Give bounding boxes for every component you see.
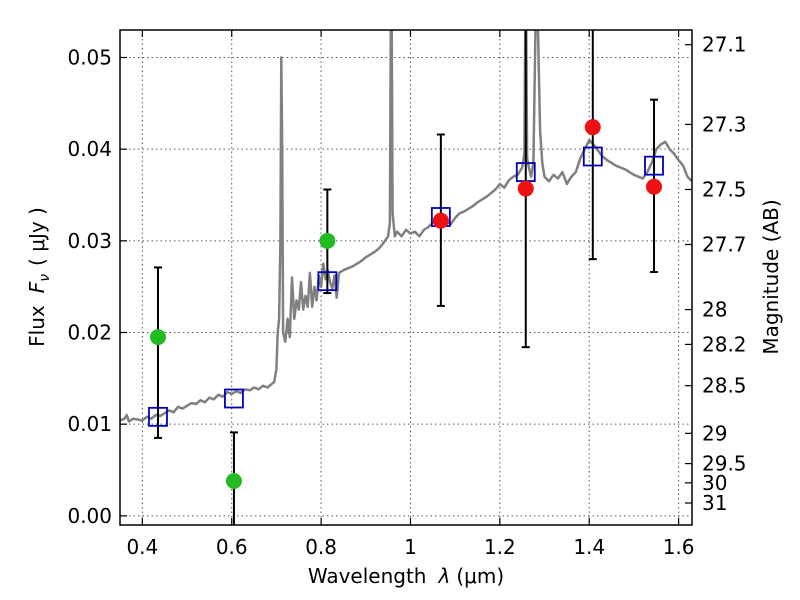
- synthetic-photometry-square: [148, 406, 168, 427]
- y2-tick-label: 31: [702, 491, 727, 515]
- error-bar: [153, 266, 162, 439]
- observed-points-layer: [149, 119, 663, 489]
- green-data-point: [319, 232, 336, 249]
- x-axis-label: Wavelength λ (μm): [308, 564, 504, 588]
- synthetic-photometry-square: [224, 388, 244, 409]
- y-tick-label: 0.05: [67, 46, 112, 70]
- y-axis-label: FluxFν( μJy ): [25, 207, 53, 347]
- y2-tick-label: 29: [702, 421, 727, 445]
- x-tick-label: 0.6: [216, 535, 248, 559]
- y2-tick-label: 27.7: [702, 233, 747, 257]
- model-spectrum-layer: [120, 30, 692, 423]
- x-axis-ticks: 0.4 0.6 0.8 1 1.2 1.4 1.6: [126, 30, 695, 559]
- y2-tick-label: 29.5: [702, 452, 747, 476]
- y-tick-label: 0.02: [67, 321, 112, 345]
- x-tick-label: 0.4: [126, 535, 158, 559]
- y-tick-label: 0.04: [67, 137, 112, 161]
- y2-tick-label: 30: [702, 471, 727, 495]
- x-tick-label: 1: [404, 535, 417, 559]
- y2-tick-label: 27.3: [702, 112, 747, 136]
- y2-tick-label: 27.5: [702, 178, 747, 202]
- red-data-point: [432, 212, 449, 229]
- plot-frame: [119, 29, 693, 526]
- model-spectrum-line: [120, 30, 692, 423]
- x-tick-label: 1.2: [484, 535, 516, 559]
- y2-tick-label: 28: [702, 298, 727, 322]
- y2-axis-label: Magnitude (AB): [759, 199, 783, 354]
- red-data-point: [517, 180, 534, 197]
- y2-tick-label: 28.5: [702, 374, 747, 398]
- grid-lines: [120, 30, 692, 525]
- y-axis-ticks: 0.00 0.01 0.02 0.03 0.04 0.05: [67, 46, 127, 528]
- green-data-point: [225, 473, 242, 489]
- error-bars-layer: [153, 30, 659, 525]
- synthetic-photometry-square: [582, 146, 603, 167]
- green-data-point: [149, 329, 166, 346]
- x-tick-label: 0.8: [305, 535, 337, 559]
- error-bar: [588, 30, 597, 261]
- synthetic-photometry-layer: [148, 146, 664, 427]
- red-data-point: [646, 178, 663, 195]
- y-tick-label: 0.03: [67, 229, 112, 253]
- y2-tick-label: 28.2: [702, 332, 747, 356]
- y-tick-label: 0.00: [67, 504, 112, 528]
- x-tick-label: 1.6: [663, 535, 695, 559]
- red-data-point: [584, 119, 601, 136]
- synthetic-photometry-square: [317, 271, 338, 292]
- y-tick-label: 0.01: [67, 412, 112, 436]
- synthetic-photometry-square: [644, 155, 664, 176]
- x-tick-label: 1.4: [573, 535, 605, 559]
- y2-tick-label: 27.1: [702, 33, 747, 57]
